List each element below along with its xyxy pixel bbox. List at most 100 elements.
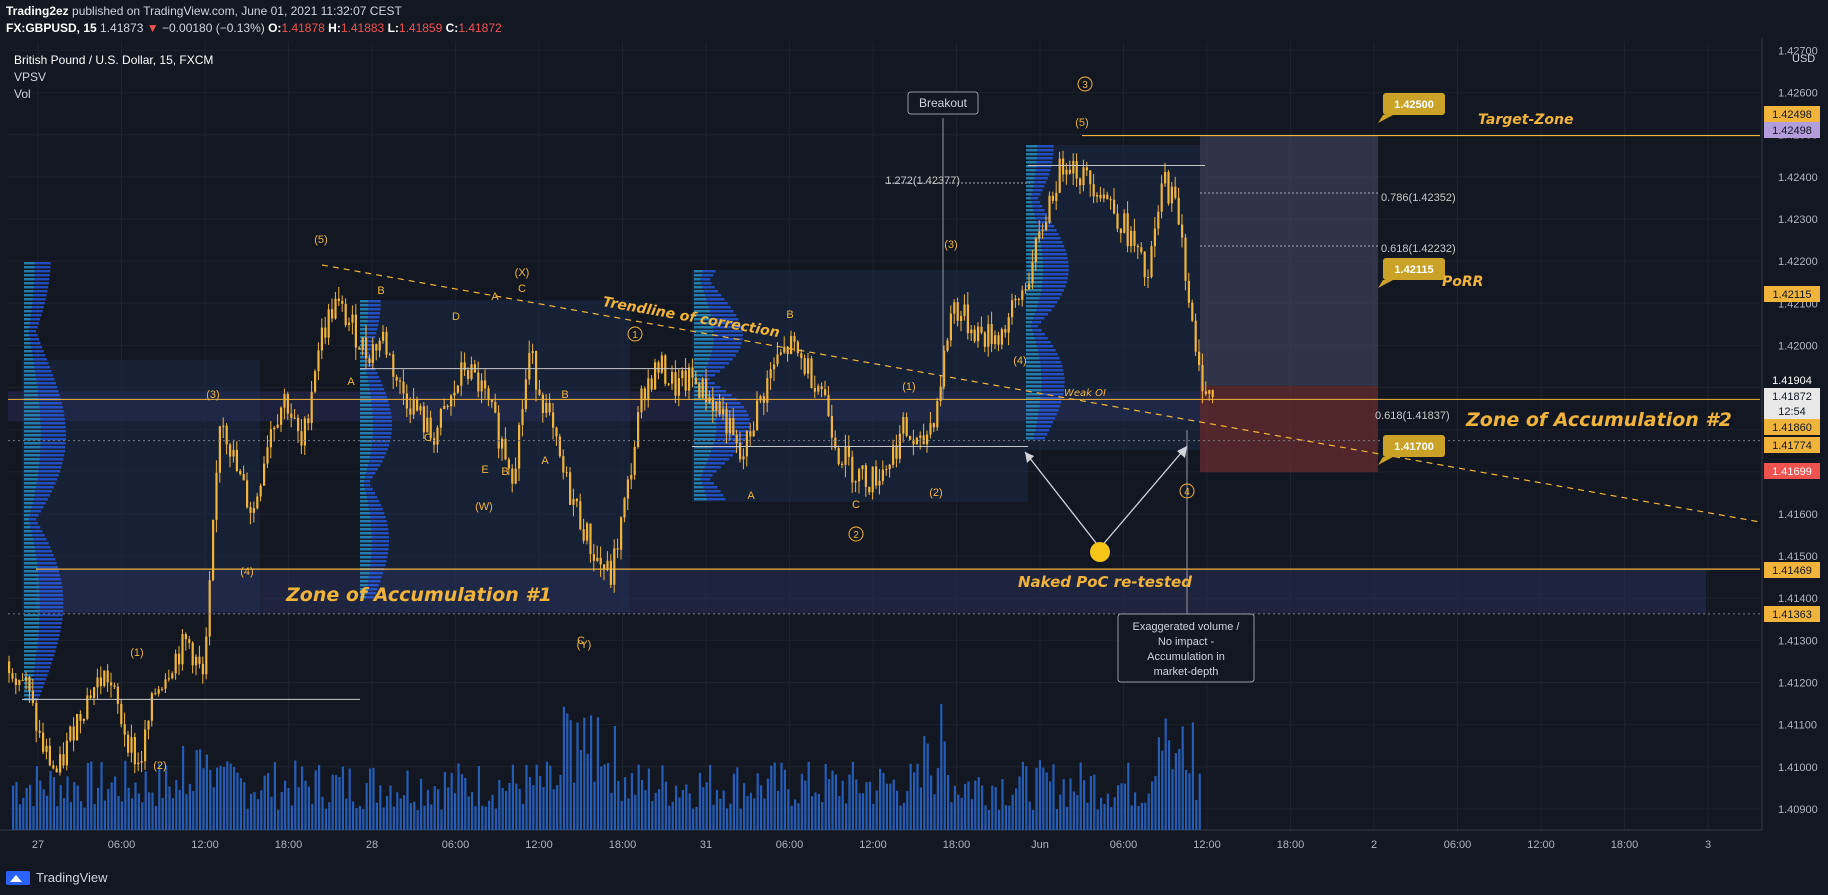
candle-body: [626, 479, 629, 499]
profile-bar: [24, 310, 43, 313]
profile-bar-hi: [694, 298, 707, 301]
candle-body: [297, 417, 300, 432]
profile-bar: [360, 580, 381, 583]
profile-bar-hi: [360, 332, 367, 335]
candle-body: [841, 463, 844, 465]
profile-bar-hi: [24, 674, 34, 677]
profile-bar-hi: [24, 374, 36, 377]
volume-bar: [865, 782, 868, 830]
candle-body: [266, 447, 269, 464]
volume-bar: [889, 783, 892, 830]
profile-bar-hi: [360, 572, 370, 575]
volume-bar: [967, 781, 970, 830]
indicator-vol[interactable]: Vol: [14, 87, 31, 101]
target-zone-label: Target-Zone: [1478, 112, 1574, 128]
volume-bar: [382, 807, 385, 830]
volume-bar: [637, 764, 640, 830]
profile-bar: [24, 422, 66, 425]
price-flag-tail: [1378, 280, 1393, 288]
candle-body: [630, 475, 633, 480]
candle-body: [1184, 237, 1187, 281]
profile-bar-hi: [24, 386, 38, 389]
profile-bar: [694, 302, 728, 305]
profile-bar-hi: [24, 598, 40, 601]
change-value: −0.00180 (−0.13%): [162, 21, 265, 35]
volume-bar: [1127, 762, 1130, 830]
candle-body: [977, 326, 980, 342]
candle-body: [915, 437, 918, 445]
profile-bar-hi: [1026, 173, 1036, 176]
profile-bar: [24, 370, 52, 373]
volume-bar: [97, 787, 100, 830]
profile-bar-hi: [24, 462, 40, 465]
volume-bar: [304, 780, 307, 830]
profile-bar-hi: [1026, 333, 1034, 336]
volume-bar: [1188, 773, 1191, 830]
volume-bar: [508, 783, 511, 830]
profile-bar: [1026, 357, 1060, 360]
profile-bar: [360, 592, 376, 595]
indicator-vpsv[interactable]: VPSV: [14, 70, 47, 84]
candle-body: [545, 402, 548, 413]
candle-body: [99, 677, 102, 686]
candle-body: [919, 435, 922, 438]
candle-body: [854, 481, 857, 483]
candle-body: [140, 761, 143, 763]
breakout-label: Breakout: [919, 96, 968, 110]
profile-bar-hi: [1026, 425, 1037, 428]
candle-body: [8, 661, 11, 674]
profile-bar: [360, 500, 380, 503]
price-flag-text: 1.42500: [1394, 99, 1434, 111]
volume-bar: [73, 781, 76, 830]
volume-bar: [977, 776, 980, 830]
profile-bar-hi: [360, 592, 367, 595]
volume-bar: [590, 715, 593, 830]
candle-body: [521, 409, 524, 425]
volume-bar: [885, 783, 888, 830]
profile-bar: [360, 596, 375, 599]
profile-bar-hi: [694, 498, 707, 501]
volume-bar: [549, 765, 552, 830]
profile-bar: [1026, 157, 1053, 160]
wave-label: 4: [1184, 487, 1190, 498]
volume-bar: [233, 766, 236, 830]
wave-label: B: [377, 285, 384, 297]
volume-bar: [562, 706, 565, 830]
volume-bar: [1100, 797, 1103, 830]
candle-body: [405, 393, 408, 409]
wave-circle: [1077, 76, 1093, 92]
volume-bar: [284, 780, 287, 830]
volume-bar: [896, 790, 899, 830]
profile-bar-hi: [24, 402, 40, 405]
volume-bar: [239, 777, 242, 830]
candle-body: [922, 435, 925, 445]
candle-body: [167, 678, 170, 680]
wave-label: (3): [206, 389, 219, 401]
x-tick-label: 31: [700, 839, 712, 851]
profile-bar: [694, 474, 713, 477]
candle-body: [429, 417, 432, 439]
volume-bar: [403, 795, 406, 830]
profile-bar-hi: [1026, 429, 1036, 432]
wave-label: (W): [475, 501, 493, 513]
profile-bar-hi: [1026, 209, 1034, 212]
volume-bar: [32, 806, 35, 830]
profile-bar: [24, 330, 37, 333]
profile-bar: [360, 396, 388, 399]
profile-bar: [1026, 369, 1064, 372]
profile-bar: [360, 376, 380, 379]
profile-bar-hi: [24, 642, 38, 645]
x-tick-label: 06:00: [108, 839, 136, 851]
price-chart[interactable]: 1.42700 1.42600 1.42500 1.42400 1.42300 1.422…: [0, 0, 1828, 866]
profile-bar: [694, 294, 722, 297]
profile-bar: [360, 464, 381, 467]
tradingview-logo[interactable]: TradingView: [6, 870, 108, 885]
brand-label: TradingView: [36, 870, 108, 885]
volume-bar: [1198, 773, 1201, 830]
profile-bar: [360, 460, 383, 463]
profile-bar-hi: [24, 506, 32, 509]
profile-bar: [1026, 289, 1065, 292]
candle-body: [497, 412, 500, 449]
profile-bar-hi: [24, 550, 36, 553]
author-name[interactable]: Trading2ez: [6, 4, 69, 18]
